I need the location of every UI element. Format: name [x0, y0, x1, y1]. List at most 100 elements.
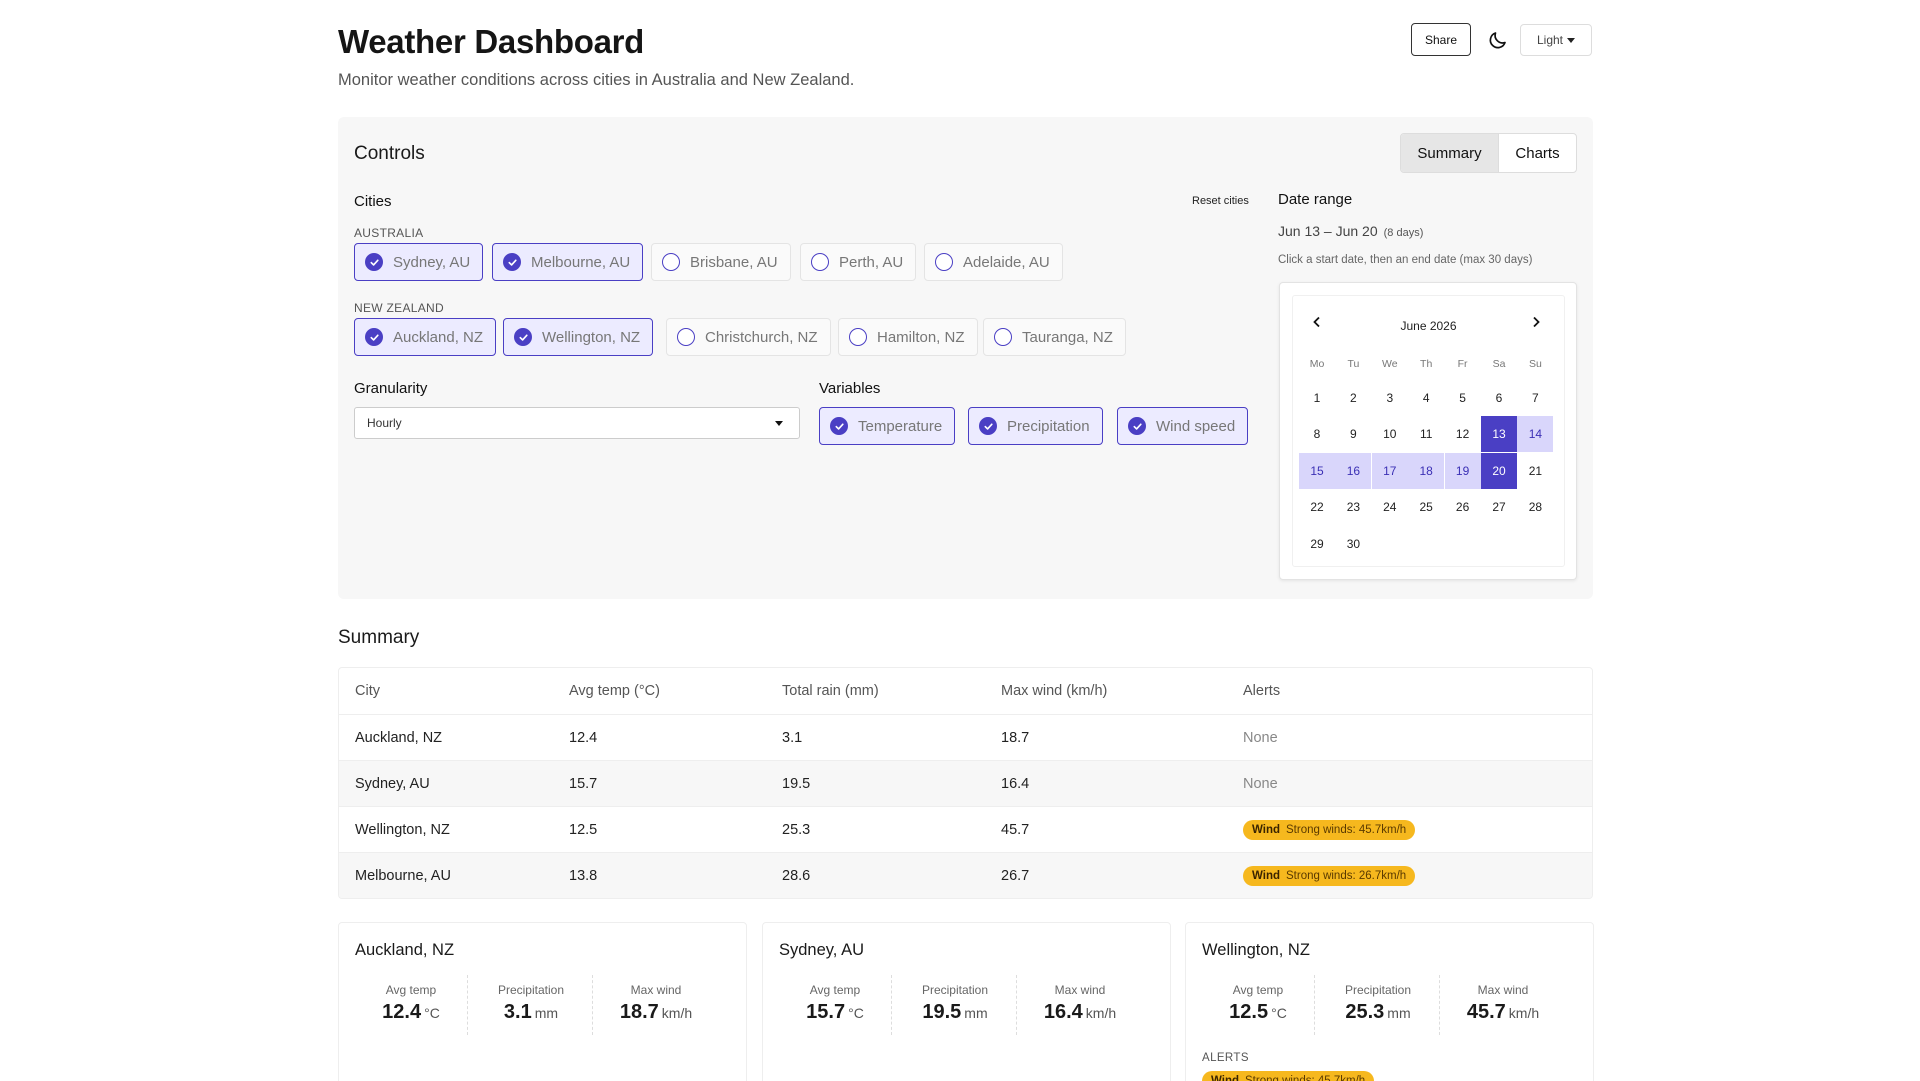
table-row[interactable]: Sydney, AU 15.7 19.5 16.4 None: [339, 760, 1592, 806]
header: Weather Dashboard Monitor weather condit…: [338, 0, 1593, 115]
cell-rain: 19.5: [782, 776, 811, 792]
column-header-max-wind-km-h: Max wind (km/h): [1001, 683, 1108, 699]
metric-label: Precipitation: [1344, 983, 1412, 997]
cell-temp: 12.4: [569, 730, 598, 746]
cell-alerts: None: [1243, 730, 1278, 746]
checkbox[interactable]: [979, 417, 997, 435]
metric-label: Avg temp: [385, 983, 437, 997]
city-chip-auckland-nz[interactable]: Auckland, NZ: [354, 318, 497, 356]
table-row[interactable]: Melbourne, AU 13.8 28.6 26.7 Wind Strong wind…: [339, 852, 1592, 898]
metric-unit: mm: [1387, 1005, 1411, 1021]
metric-value: 15.7 °C: [775, 1001, 895, 1024]
calendar-day-8[interactable]: 8: [1313, 427, 1321, 442]
checkbox[interactable]: [503, 253, 521, 271]
date-range-value: Jun 13 – Jun 20 (8 days): [1278, 223, 1423, 239]
calendar-day-6[interactable]: 6: [1495, 391, 1503, 405]
calendar-day-11[interactable]: 11: [1419, 427, 1433, 442]
city-chip-hamilton-nz[interactable]: Hamilton, NZ: [838, 318, 978, 356]
granularity-value: Hourly: [367, 416, 402, 430]
calendar-day-1[interactable]: 1: [1313, 391, 1321, 405]
city-chip-brisbane-au[interactable]: Brisbane, AU: [651, 243, 791, 281]
checkbox[interactable]: [365, 253, 383, 271]
checkbox[interactable]: [994, 328, 1012, 346]
chip-label: Brisbane, AU: [690, 253, 778, 271]
calendar-day-25[interactable]: 25: [1419, 500, 1433, 515]
theme-select[interactable]: Light: [1520, 24, 1592, 56]
calendar-day-26[interactable]: 26: [1455, 500, 1470, 515]
weekday-mo: Mo: [1309, 358, 1325, 370]
prev-month-button[interactable]: [1307, 312, 1327, 332]
calendar-day-29[interactable]: 29: [1310, 536, 1324, 551]
check-icon: [518, 333, 528, 341]
calendar-day-18[interactable]: 18: [1408, 452, 1445, 489]
city-chip-melbourne-au[interactable]: Melbourne, AU: [492, 243, 644, 281]
granularity-label: Granularity: [354, 380, 428, 397]
checkbox[interactable]: [811, 253, 829, 271]
city-chip-sydney-au[interactable]: Sydney, AU: [354, 243, 484, 281]
city-chip-perth-au[interactable]: Perth, AU: [800, 243, 917, 281]
divider: [1439, 975, 1440, 1035]
calendar-day-2[interactable]: 2: [1350, 391, 1357, 405]
calendar-day-24[interactable]: 24: [1383, 500, 1397, 515]
cell-rain: 25.3: [782, 822, 811, 838]
calendar-day-17[interactable]: 17: [1371, 452, 1408, 489]
calendar-day-13[interactable]: 13: [1481, 416, 1517, 453]
checkbox[interactable]: [365, 328, 383, 346]
metric-avg-temp: Avg temp 15.7 °C: [775, 983, 895, 1024]
alert-badge: Wind Strong winds: 26.7km/h: [1243, 866, 1416, 886]
calendar-day-22[interactable]: 22: [1310, 500, 1324, 515]
calendar-day-20[interactable]: 20: [1481, 452, 1517, 489]
checkbox[interactable]: [514, 328, 532, 346]
reset-cities-button[interactable]: Reset cities: [1192, 195, 1249, 207]
metric-label: Avg temp: [809, 983, 861, 997]
next-month-button[interactable]: [1526, 312, 1546, 332]
calendar-day-7[interactable]: 7: [1532, 391, 1539, 405]
metric-unit: °C: [424, 1005, 440, 1021]
table-row[interactable]: Auckland, NZ 12.4 3.1 18.7 None: [339, 714, 1592, 760]
calendar-day-12[interactable]: 12: [1455, 427, 1470, 442]
calendar-day-15[interactable]: 15: [1299, 452, 1335, 489]
variable-chip-precipitation[interactable]: Precipitation: [968, 407, 1103, 445]
metric-avg-temp: Avg temp 12.4 °C: [351, 983, 471, 1024]
calendar-day-14[interactable]: 14: [1517, 416, 1554, 453]
city-chip-wellington-nz[interactable]: Wellington, NZ: [503, 318, 654, 356]
chevron-left-icon: [1313, 316, 1320, 328]
share-button[interactable]: Share: [1411, 23, 1471, 56]
calendar-day-4[interactable]: 4: [1422, 391, 1430, 405]
checkbox[interactable]: [935, 253, 953, 271]
calendar-day-5[interactable]: 5: [1459, 391, 1466, 405]
metric-precipitation: Precipitation 25.3 mm: [1318, 983, 1438, 1024]
tab-charts[interactable]: Charts: [1515, 144, 1560, 162]
calendar-day-9[interactable]: 9: [1350, 427, 1357, 442]
checkbox[interactable]: [1128, 417, 1146, 435]
theme-select-value: Light: [1536, 33, 1564, 47]
calendar-day-16[interactable]: 16: [1335, 452, 1372, 489]
calendar-day-28[interactable]: 28: [1528, 500, 1543, 515]
weekday-fr: Fr: [1457, 358, 1468, 370]
calendar-day-30[interactable]: 30: [1346, 536, 1361, 551]
checkbox[interactable]: [662, 253, 680, 271]
city-chip-adelaide-au[interactable]: Adelaide, AU: [924, 243, 1063, 281]
calendar-day-21[interactable]: 21: [1528, 463, 1543, 478]
city-chip-christchurch-nz[interactable]: Christchurch, NZ: [666, 318, 831, 356]
calendar-day-27[interactable]: 27: [1492, 500, 1506, 515]
cell-alerts: None: [1243, 776, 1278, 792]
tab-summary[interactable]: Summary: [1401, 134, 1499, 172]
calendar-day-23[interactable]: 23: [1346, 500, 1361, 515]
check-icon: [369, 258, 379, 266]
check-icon: [507, 258, 517, 266]
cell-alerts: Wind Strong winds: 26.7km/h: [1243, 853, 1416, 898]
variable-chip-wind-speed[interactable]: Wind speed: [1117, 407, 1249, 445]
variable-chip-temperature[interactable]: Temperature: [819, 407, 956, 445]
dark-mode-toggle[interactable]: [1486, 28, 1510, 52]
calendar-day-10[interactable]: 10: [1383, 427, 1397, 442]
city-chip-tauranga-nz[interactable]: Tauranga, NZ: [983, 318, 1126, 356]
checkbox[interactable]: [830, 417, 848, 435]
metric-label: Precipitation: [497, 983, 565, 997]
table-row[interactable]: Wellington, NZ 12.5 25.3 45.7 Wind Strong win…: [339, 806, 1592, 852]
checkbox[interactable]: [849, 328, 867, 346]
granularity-select[interactable]: Hourly: [354, 407, 800, 439]
calendar-day-3[interactable]: 3: [1386, 391, 1394, 405]
calendar-day-19[interactable]: 19: [1444, 452, 1481, 489]
checkbox[interactable]: [677, 328, 695, 346]
